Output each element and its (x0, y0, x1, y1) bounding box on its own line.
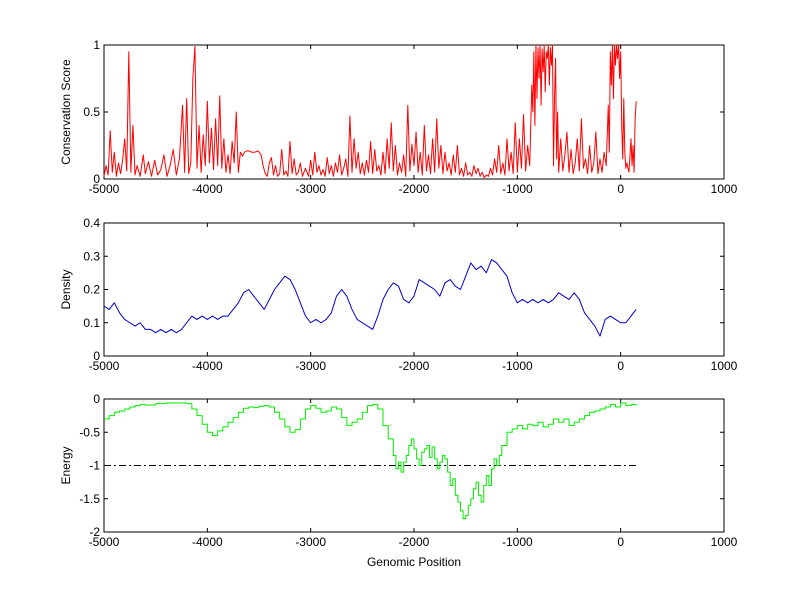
x-tick-label: -2000 (399, 535, 430, 549)
y-tick-label: 1 (93, 38, 100, 52)
x-tick-label: 1000 (711, 182, 738, 196)
x-tick-label: -2000 (399, 182, 430, 196)
y-tick-label: 0.1 (83, 316, 100, 330)
y-tick-label: -1.5 (79, 492, 100, 506)
y-tick-label: 0.5 (83, 105, 100, 119)
x-tick-label: -4000 (192, 535, 223, 549)
y-tick-label: -0.5 (79, 425, 100, 439)
x-tick-label: -5000 (89, 359, 120, 373)
energy-panel: -5000 -4000 -3000 -2000 -1000 0 1000 -2 -1.5 -1 -0… (59, 392, 738, 569)
y-tick-label: -1 (89, 459, 100, 473)
y-tick-label: 0 (93, 349, 100, 363)
x-tick-label: 0 (617, 535, 624, 549)
x-tick-label: -5000 (89, 182, 120, 196)
series-line-0 (103, 259, 637, 337)
x-tick-label: 1000 (711, 359, 738, 373)
x-axis-label: Genomic Position (367, 555, 461, 569)
y-tick-label: 0.3 (83, 249, 100, 263)
x-tick-label: -3000 (295, 182, 326, 196)
y-tick-label: -2 (89, 525, 100, 539)
y-axis-label: Conservation Score (59, 59, 73, 165)
series-line-0 (104, 402, 637, 520)
y-tick-label: 0.2 (83, 283, 100, 297)
series-line-0 (103, 44, 637, 179)
x-tick-label: 1000 (711, 535, 738, 549)
x-tick-label: 0 (617, 359, 624, 373)
x-tick-label: 0 (617, 182, 624, 196)
x-tick-label: -3000 (295, 535, 326, 549)
x-tick-label: -2000 (399, 359, 430, 373)
x-tick-label: -4000 (192, 182, 223, 196)
y-tick-label: 0.4 (83, 216, 100, 230)
conservation-score-panel: -5000 -4000 -3000 -2000 -1000 0 1000 0 0.5 1 Conse… (59, 38, 738, 196)
y-axis-label: Density (59, 269, 73, 309)
x-tick-label: -3000 (295, 359, 326, 373)
x-tick-label: -4000 (192, 359, 223, 373)
y-tick-label: 0 (93, 392, 100, 406)
density-panel: -5000 -4000 -3000 -2000 -1000 0 1000 0 0.1 0.2 0.3… (59, 216, 738, 373)
y-axis-label: Energy (59, 446, 73, 484)
x-tick-label: -5000 (89, 535, 120, 549)
x-tick-label: -1000 (502, 359, 533, 373)
y-tick-label: 0 (93, 172, 100, 186)
x-tick-label: -1000 (502, 535, 533, 549)
x-tick-label: -1000 (502, 182, 533, 196)
